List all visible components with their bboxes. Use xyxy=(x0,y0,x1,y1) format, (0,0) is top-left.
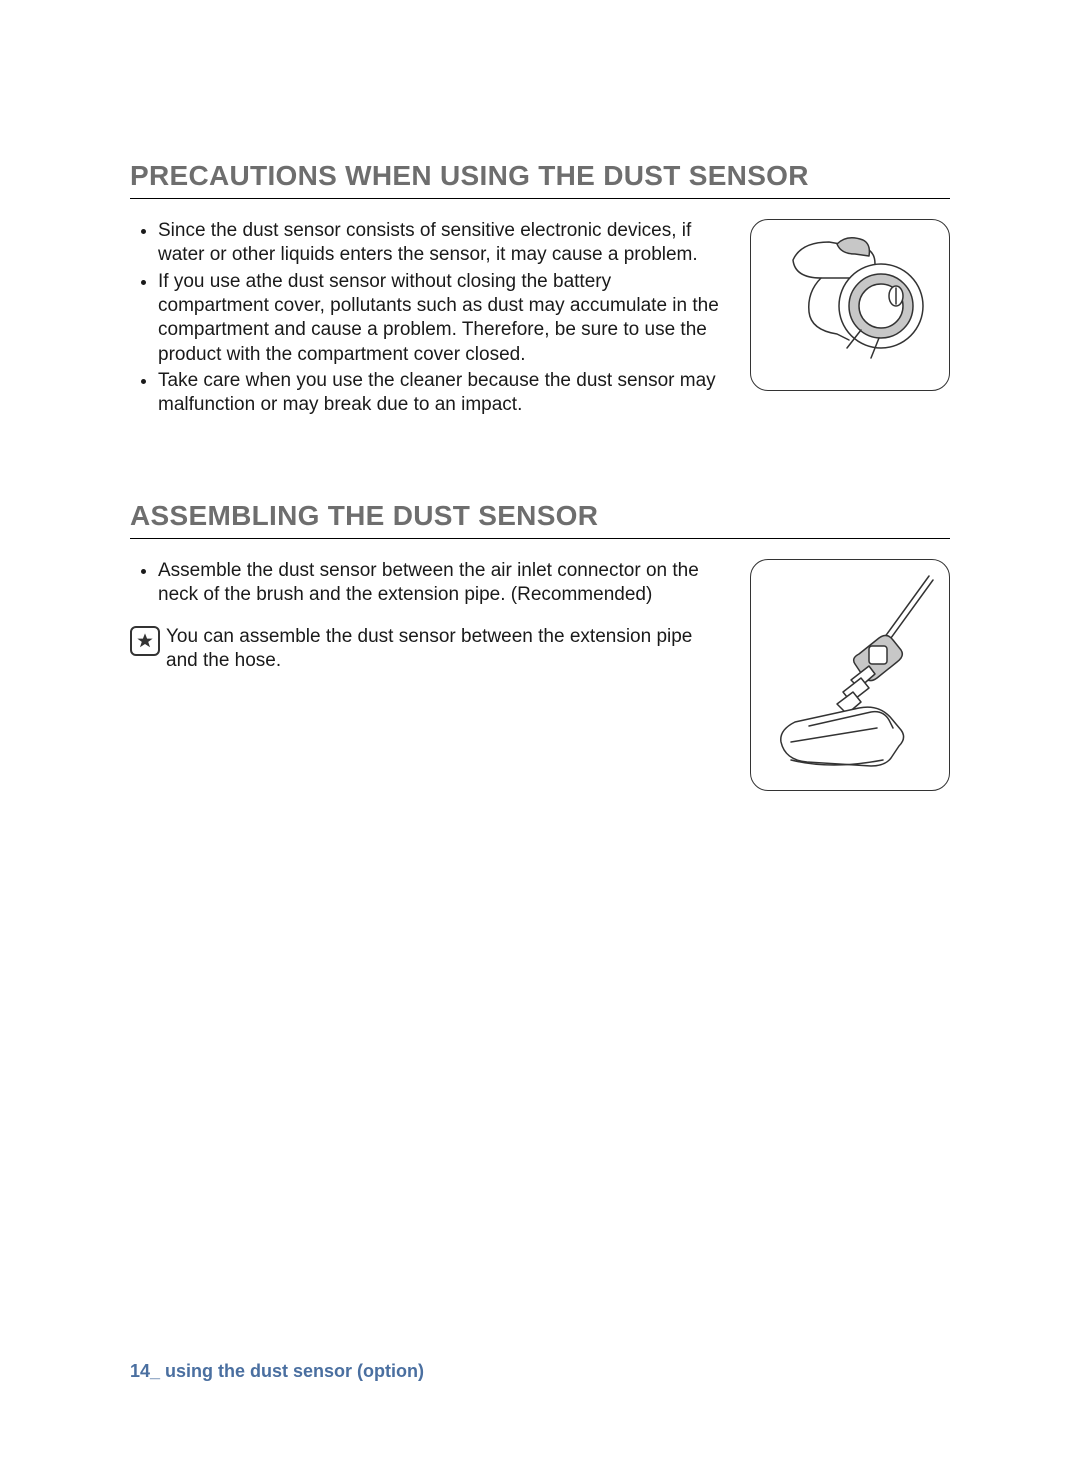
assembling-note-text: You can assemble the dust sensor between… xyxy=(166,625,724,674)
precautions-bullet: If you use athe dust sensor without clos… xyxy=(158,270,724,367)
precautions-bullet: Take care when you use the cleaner becau… xyxy=(158,369,724,418)
dust-sensor-drawing-icon xyxy=(751,220,949,390)
assembling-bullet-list: Assemble the dust sensor between the air… xyxy=(130,559,724,608)
precautions-rule xyxy=(130,198,950,199)
page-footer: 14_ using the dust sensor (option) xyxy=(130,1361,424,1382)
assembling-text-column: Assemble the dust sensor between the air… xyxy=(130,559,724,674)
assembling-rule xyxy=(130,538,950,539)
assembling-note: You can assemble the dust sensor between… xyxy=(130,625,724,674)
assembling-body: Assemble the dust sensor between the air… xyxy=(130,559,950,791)
brush-assembly-drawing-icon xyxy=(751,560,949,790)
manual-page: PRECAUTIONS WHEN USING THE DUST SENSOR S… xyxy=(0,0,1080,1472)
precautions-bullet: Since the dust sensor consists of sensit… xyxy=(158,219,724,268)
assembling-illustration xyxy=(750,559,950,791)
assembling-bullet: Assemble the dust sensor between the air… xyxy=(158,559,724,608)
precautions-body: Since the dust sensor consists of sensit… xyxy=(130,219,950,420)
precautions-text-column: Since the dust sensor consists of sensit… xyxy=(130,219,724,420)
star-icon xyxy=(130,626,160,656)
precautions-illustration xyxy=(750,219,950,391)
section-precautions: PRECAUTIONS WHEN USING THE DUST SENSOR S… xyxy=(130,160,950,420)
precautions-bullet-list: Since the dust sensor consists of sensit… xyxy=(130,219,724,418)
section-assembling: ASSEMBLING THE DUST SENSOR Assemble the … xyxy=(130,500,950,791)
precautions-heading: PRECAUTIONS WHEN USING THE DUST SENSOR xyxy=(130,160,950,192)
assembling-heading: ASSEMBLING THE DUST SENSOR xyxy=(130,500,950,532)
